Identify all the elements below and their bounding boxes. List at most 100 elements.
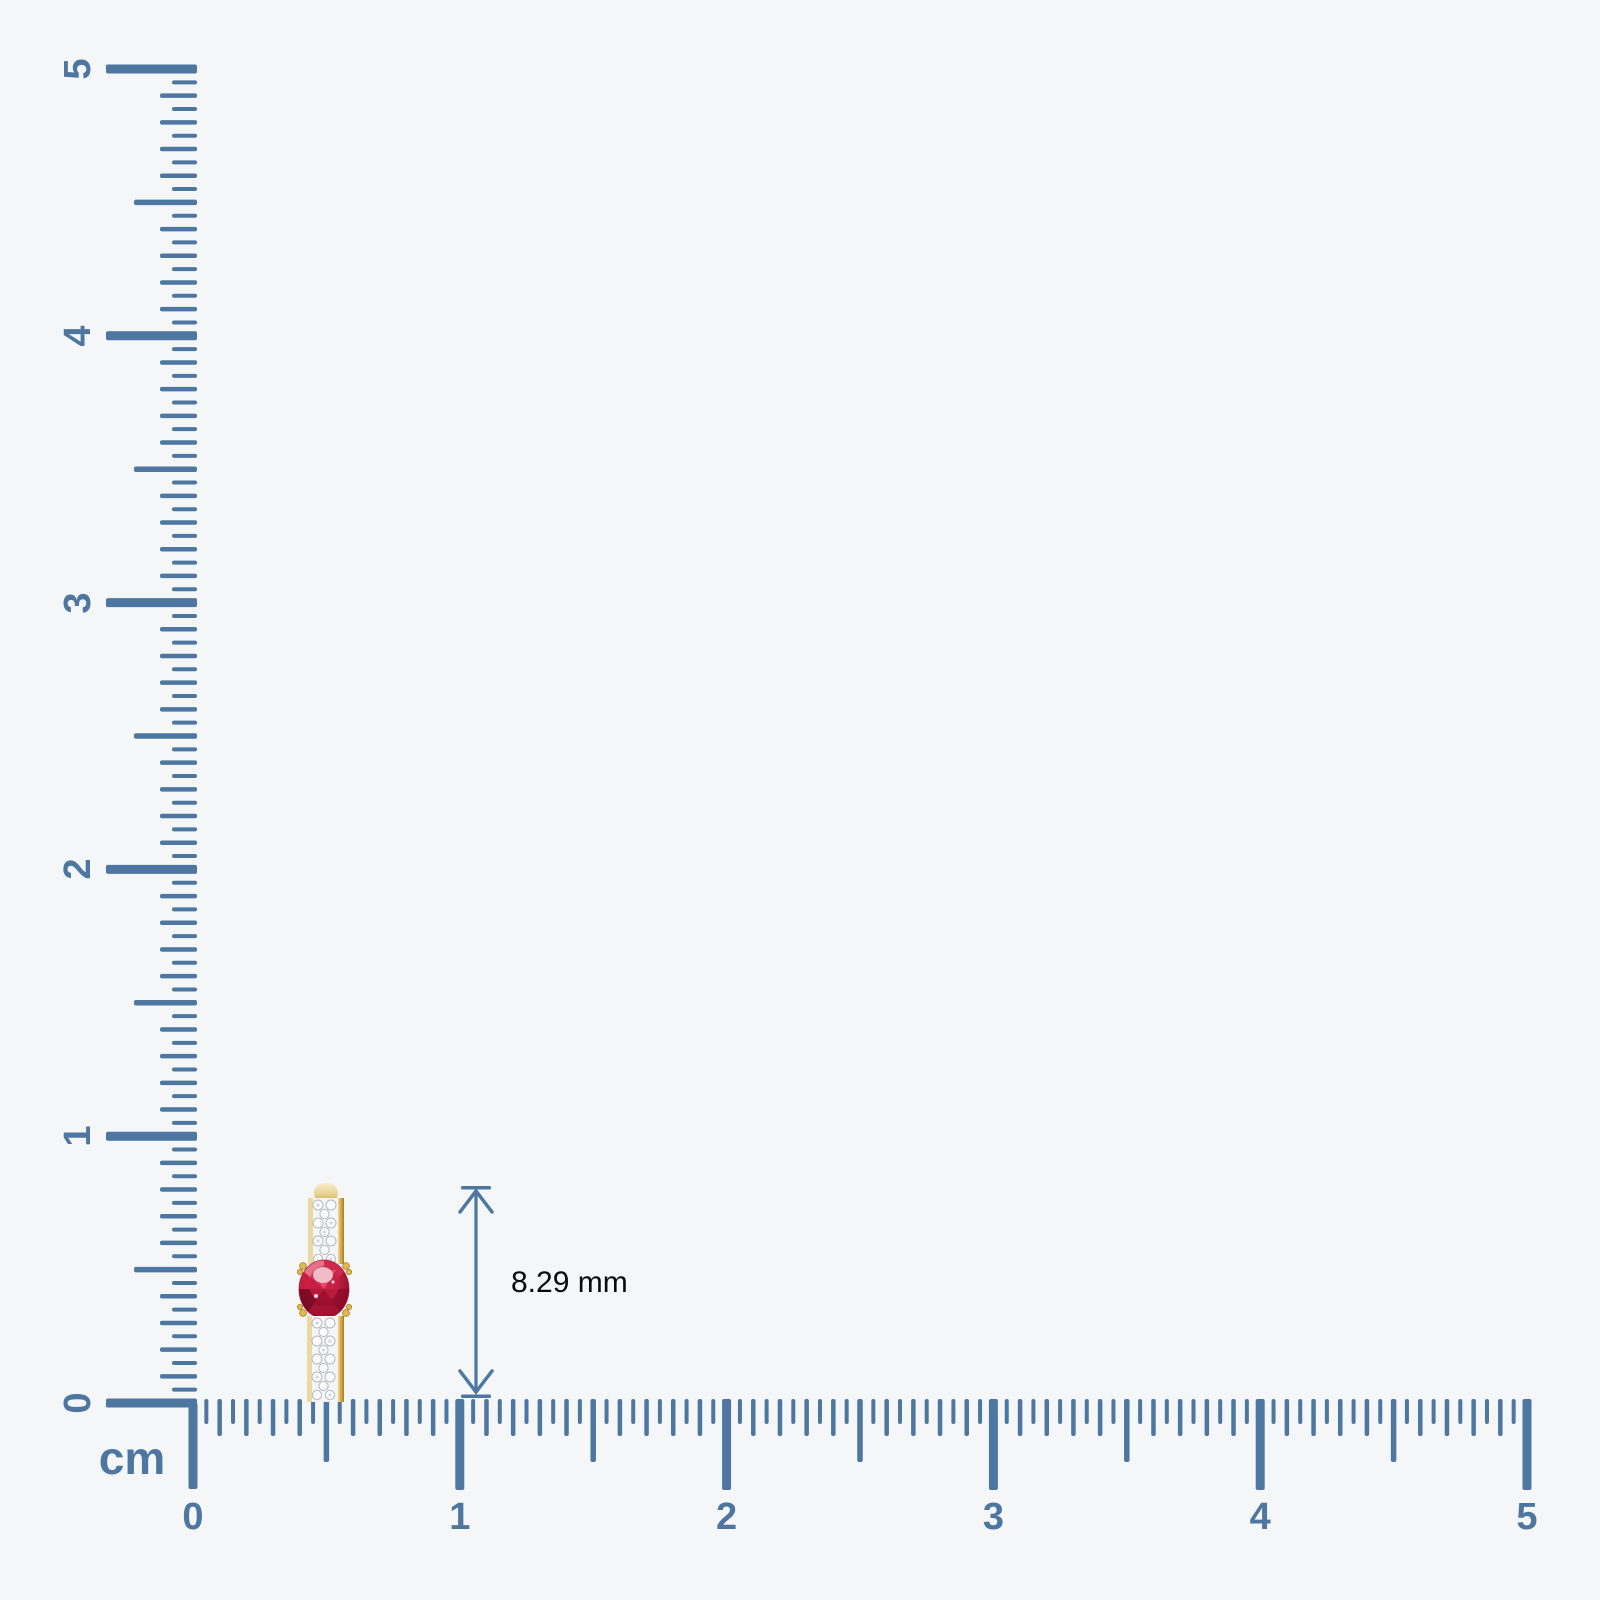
ruler-tick (1084, 1399, 1089, 1424)
ruler-tick (172, 187, 197, 192)
ruler-tick (160, 1213, 197, 1219)
ruler-tick (160, 1187, 197, 1192)
earring-lower-band (307, 1316, 344, 1402)
ruler-tick (172, 800, 197, 805)
ruler-tick (430, 1399, 436, 1436)
ruler-tick (106, 64, 197, 74)
ruler-tick (1364, 1399, 1370, 1436)
ruler-tick (537, 1399, 543, 1436)
ruler-tick (172, 774, 197, 779)
arrow-shaft (474, 1191, 478, 1392)
ruler-tick (172, 1387, 197, 1392)
ruler-tick (160, 493, 197, 499)
ruler-tick (988, 1399, 998, 1490)
ruler-tick (1097, 1399, 1103, 1436)
ruler-tick (134, 466, 197, 472)
vertical-ruler-label-0: 0 (57, 1392, 99, 1414)
vertical-ruler-label-1: 1 (57, 1125, 99, 1147)
ruler-tick (172, 1334, 197, 1339)
ruler-tick (937, 1399, 943, 1436)
ruler-tick (172, 160, 197, 165)
ruler-tick (160, 680, 197, 685)
ruler-tick (471, 1399, 476, 1424)
ruler-tick (172, 267, 197, 272)
ruler-tick (1522, 1399, 1532, 1490)
ruler-tick (172, 1147, 197, 1152)
ruler-tick (657, 1399, 662, 1424)
ruler-tick (217, 1399, 222, 1436)
ruler-tick (134, 199, 197, 206)
ruler-tick (160, 1080, 197, 1086)
ruler-tick (160, 1320, 197, 1326)
ruler-tick (350, 1399, 356, 1436)
ruler-tick (1244, 1399, 1249, 1424)
ruler-tick (1484, 1399, 1489, 1424)
ruler-tick (160, 146, 197, 152)
ruler-tick (160, 386, 197, 392)
ruler-tick (172, 1227, 197, 1232)
ruler-tick (172, 587, 197, 592)
ruler-tick (1071, 1399, 1076, 1436)
ruler-tick (160, 627, 197, 632)
ruler-tick (791, 1399, 796, 1424)
horizontal-ruler-label-5: 5 (1516, 1496, 1538, 1538)
ruler-tick (172, 1254, 197, 1259)
ruler-tick (1390, 1399, 1397, 1462)
ruler-tick (978, 1399, 983, 1424)
ruler-tick (160, 360, 197, 365)
ruler-tick (172, 427, 197, 432)
ruler-tick (524, 1399, 529, 1424)
ruler-tick (777, 1399, 783, 1436)
ruler-tick (172, 293, 197, 298)
ruler-tick (1191, 1399, 1196, 1424)
vertical-ruler-label-2: 2 (57, 858, 99, 880)
ruler-tick (231, 1399, 236, 1424)
ruler-tick (172, 560, 197, 565)
ruler-tick (737, 1399, 742, 1424)
ruler-tick (1498, 1399, 1503, 1436)
ruler-tick (751, 1399, 756, 1436)
ruler-tick (590, 1399, 596, 1462)
ruler-tick (160, 173, 197, 178)
ruler-tick (106, 1131, 197, 1141)
ruler-tick (172, 373, 197, 378)
ruler-tick (1044, 1399, 1050, 1436)
ruler-tick (172, 320, 197, 325)
ruler-tick (160, 1107, 197, 1112)
ruler-tick (455, 1399, 465, 1490)
horizontal-ruler-label-2: 2 (716, 1496, 738, 1538)
arrow-head-up-icon (458, 1188, 494, 1214)
ruler-tick (160, 226, 197, 232)
ruler-tick (1431, 1399, 1436, 1424)
ruler-tick (172, 613, 197, 618)
ruler-tick (484, 1399, 489, 1436)
ruler-tick (1004, 1399, 1009, 1424)
ruler-tick (160, 520, 197, 525)
ruler-tick (160, 440, 197, 445)
gemstone-earring-image (296, 1183, 352, 1402)
ruler-tick (1058, 1399, 1063, 1424)
ruler-tick (160, 546, 197, 552)
ruler-tick (1031, 1399, 1036, 1424)
ruler-tick (1231, 1399, 1236, 1436)
ruler-tick (244, 1399, 249, 1436)
earring-red-gemstone (298, 1259, 350, 1319)
horizontal-ruler-label-4: 4 (1249, 1496, 1271, 1538)
ruler-tick (172, 107, 197, 112)
ruler-tick (172, 480, 197, 485)
ruler-tick (844, 1399, 849, 1424)
ruler-tick (337, 1399, 342, 1424)
ruler-tick (510, 1399, 516, 1436)
ruler-tick (172, 1067, 197, 1072)
ruler-tick (160, 840, 197, 845)
ruler-tick (172, 907, 197, 912)
ruler-tick (1151, 1399, 1156, 1436)
vertical-ruler-label-5: 5 (57, 58, 99, 80)
ruler-tick (172, 693, 197, 698)
ruler-tick (1337, 1399, 1343, 1436)
ruler-tick (160, 306, 197, 312)
ruler-tick (172, 960, 197, 965)
ruler-tick (1351, 1399, 1356, 1424)
ruler-tick (160, 280, 197, 285)
ruler-tick (160, 1374, 197, 1379)
